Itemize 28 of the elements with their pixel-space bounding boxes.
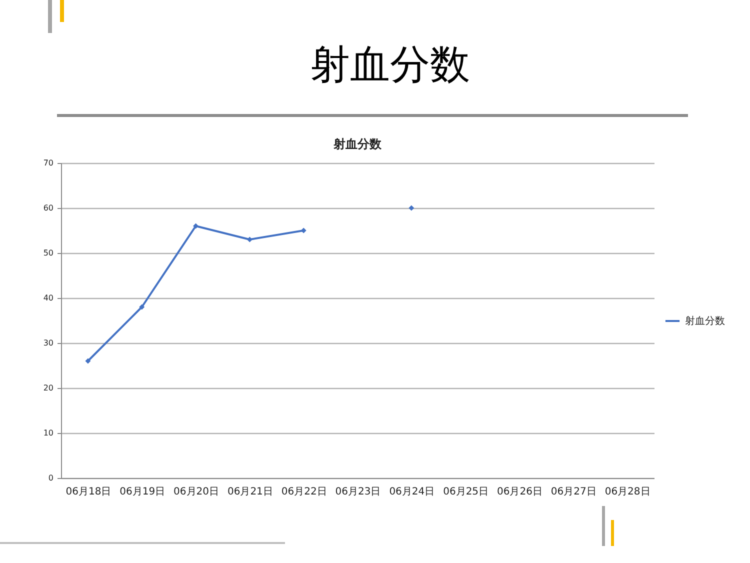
x-tick-label: 06月19日	[120, 486, 166, 498]
point	[193, 223, 199, 229]
y-tick-label: 10	[43, 428, 54, 438]
y-tick-label: 30	[43, 338, 54, 348]
chart-title: 射血分数	[309, 41, 471, 89]
x-tick-label: 06月21日	[227, 486, 273, 498]
y-tick-label: 70	[43, 158, 54, 168]
y-tick-label: 50	[43, 248, 54, 258]
point	[408, 205, 414, 211]
point	[85, 358, 91, 364]
x-tick-label: 06月22日	[281, 486, 327, 498]
legend-label: 射血分数	[685, 315, 725, 327]
x-tick-label: 06月25日	[443, 486, 489, 498]
x-tick-label: 06月27日	[550, 486, 596, 498]
y-tick-label: 0	[48, 474, 54, 482]
y-tick-label: 40	[43, 294, 54, 302]
chart-subtitle: 射血分数	[332, 137, 382, 151]
x-tick-label: 06月18日	[66, 486, 112, 498]
x-tick-label: 06月28日	[604, 486, 650, 498]
point	[300, 228, 306, 234]
x-tick-label: 06月24日	[389, 486, 435, 498]
point	[246, 236, 252, 242]
point	[139, 304, 145, 310]
x-tick-label: 06月23日	[335, 486, 381, 498]
x-tick-label: 06月20日	[174, 486, 219, 498]
y-tick-label: 20	[43, 384, 54, 392]
y-tick-label: 60	[43, 204, 54, 212]
x-tick-label: 06月26日	[497, 486, 542, 498]
